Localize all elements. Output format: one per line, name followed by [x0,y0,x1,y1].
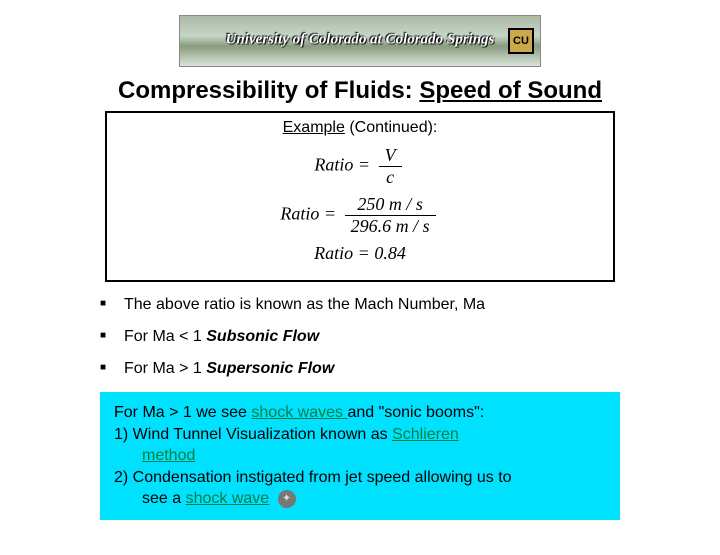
bullet-1-text: The above ratio is known as the Mach Num… [124,296,485,313]
bullet-1: The above ratio is known as the Mach Num… [100,296,660,314]
info-line-2: 1) Wind Tunnel Visualization known as Sc… [114,424,606,446]
bullet-3-pre: For Ma > 1 [124,360,206,377]
info-line-2b: method [114,445,606,467]
equation-2: Ratio = 250 m / s 296.6 m / s [117,194,603,237]
schlieren-link[interactable]: Schlieren [392,426,459,443]
example-box: Example (Continued): Ratio = V c Ratio =… [105,111,615,282]
eq1-fraction: V c [379,145,402,188]
eq1-num: V [379,145,402,167]
bullet-3: For Ma > 1 Supersonic Flow [100,360,660,378]
info-l3-pre: 2) Condensation instigated from jet spee… [114,469,512,486]
example-label-underline: Example [283,119,345,136]
info-box: For Ma > 1 we see shock waves and "sonic… [100,392,620,520]
info-line-3b: see a shock wave [114,488,606,510]
bullet-2: For Ma < 1 Subsonic Flow [100,328,660,346]
info-l1-pre: For Ma > 1 we see [114,404,251,421]
bullet-3-bold: Supersonic Flow [206,360,334,377]
bullet-list: The above ratio is known as the Mach Num… [60,296,660,378]
banner-logo: CU [508,28,534,54]
eq3-lhs: Ratio [314,243,353,263]
shock-wave-icon[interactable] [278,490,296,508]
bullet-2-pre: For Ma < 1 [124,328,206,345]
equation-3: Ratio = 0.84 [117,243,603,264]
eq2-fraction: 250 m / s 296.6 m / s [345,194,436,237]
info-l3b-pre: see a [142,490,186,507]
example-header: Example (Continued): [117,119,603,137]
shock-wave-link[interactable]: shock wave [186,490,270,507]
eq2-num: 250 m / s [345,194,436,216]
shock-waves-link[interactable]: shock waves [251,404,347,421]
info-l1-post: and "sonic booms": [347,404,484,421]
eq2-lhs: Ratio [280,204,319,224]
eq3-rhs: 0.84 [374,243,406,263]
info-line-1: For Ma > 1 we see shock waves and "sonic… [114,402,606,424]
equation-1: Ratio = V c [117,145,603,188]
banner-text: University of Colorado at Colorado Sprin… [226,32,495,49]
equations: Ratio = V c Ratio = 250 m / s 296.6 m / … [117,145,603,264]
eq2-den: 296.6 m / s [345,216,436,237]
eq1-lhs: Ratio [314,155,353,175]
bullet-2-bold: Subsonic Flow [206,328,319,345]
info-line-3: 2) Condensation instigated from jet spee… [114,467,606,489]
banner: University of Colorado at Colorado Sprin… [179,15,541,67]
eq1-den: c [379,167,402,188]
schlieren-method-link[interactable]: method [142,447,195,464]
slide-title: Compressibility of Fluids: Speed of Soun… [0,77,720,105]
title-part2: Speed of Sound [419,77,602,104]
title-part1: Compressibility of Fluids: [118,77,419,104]
example-label-rest: (Continued): [345,119,438,136]
info-l2-pre: 1) Wind Tunnel Visualization known as [114,426,392,443]
